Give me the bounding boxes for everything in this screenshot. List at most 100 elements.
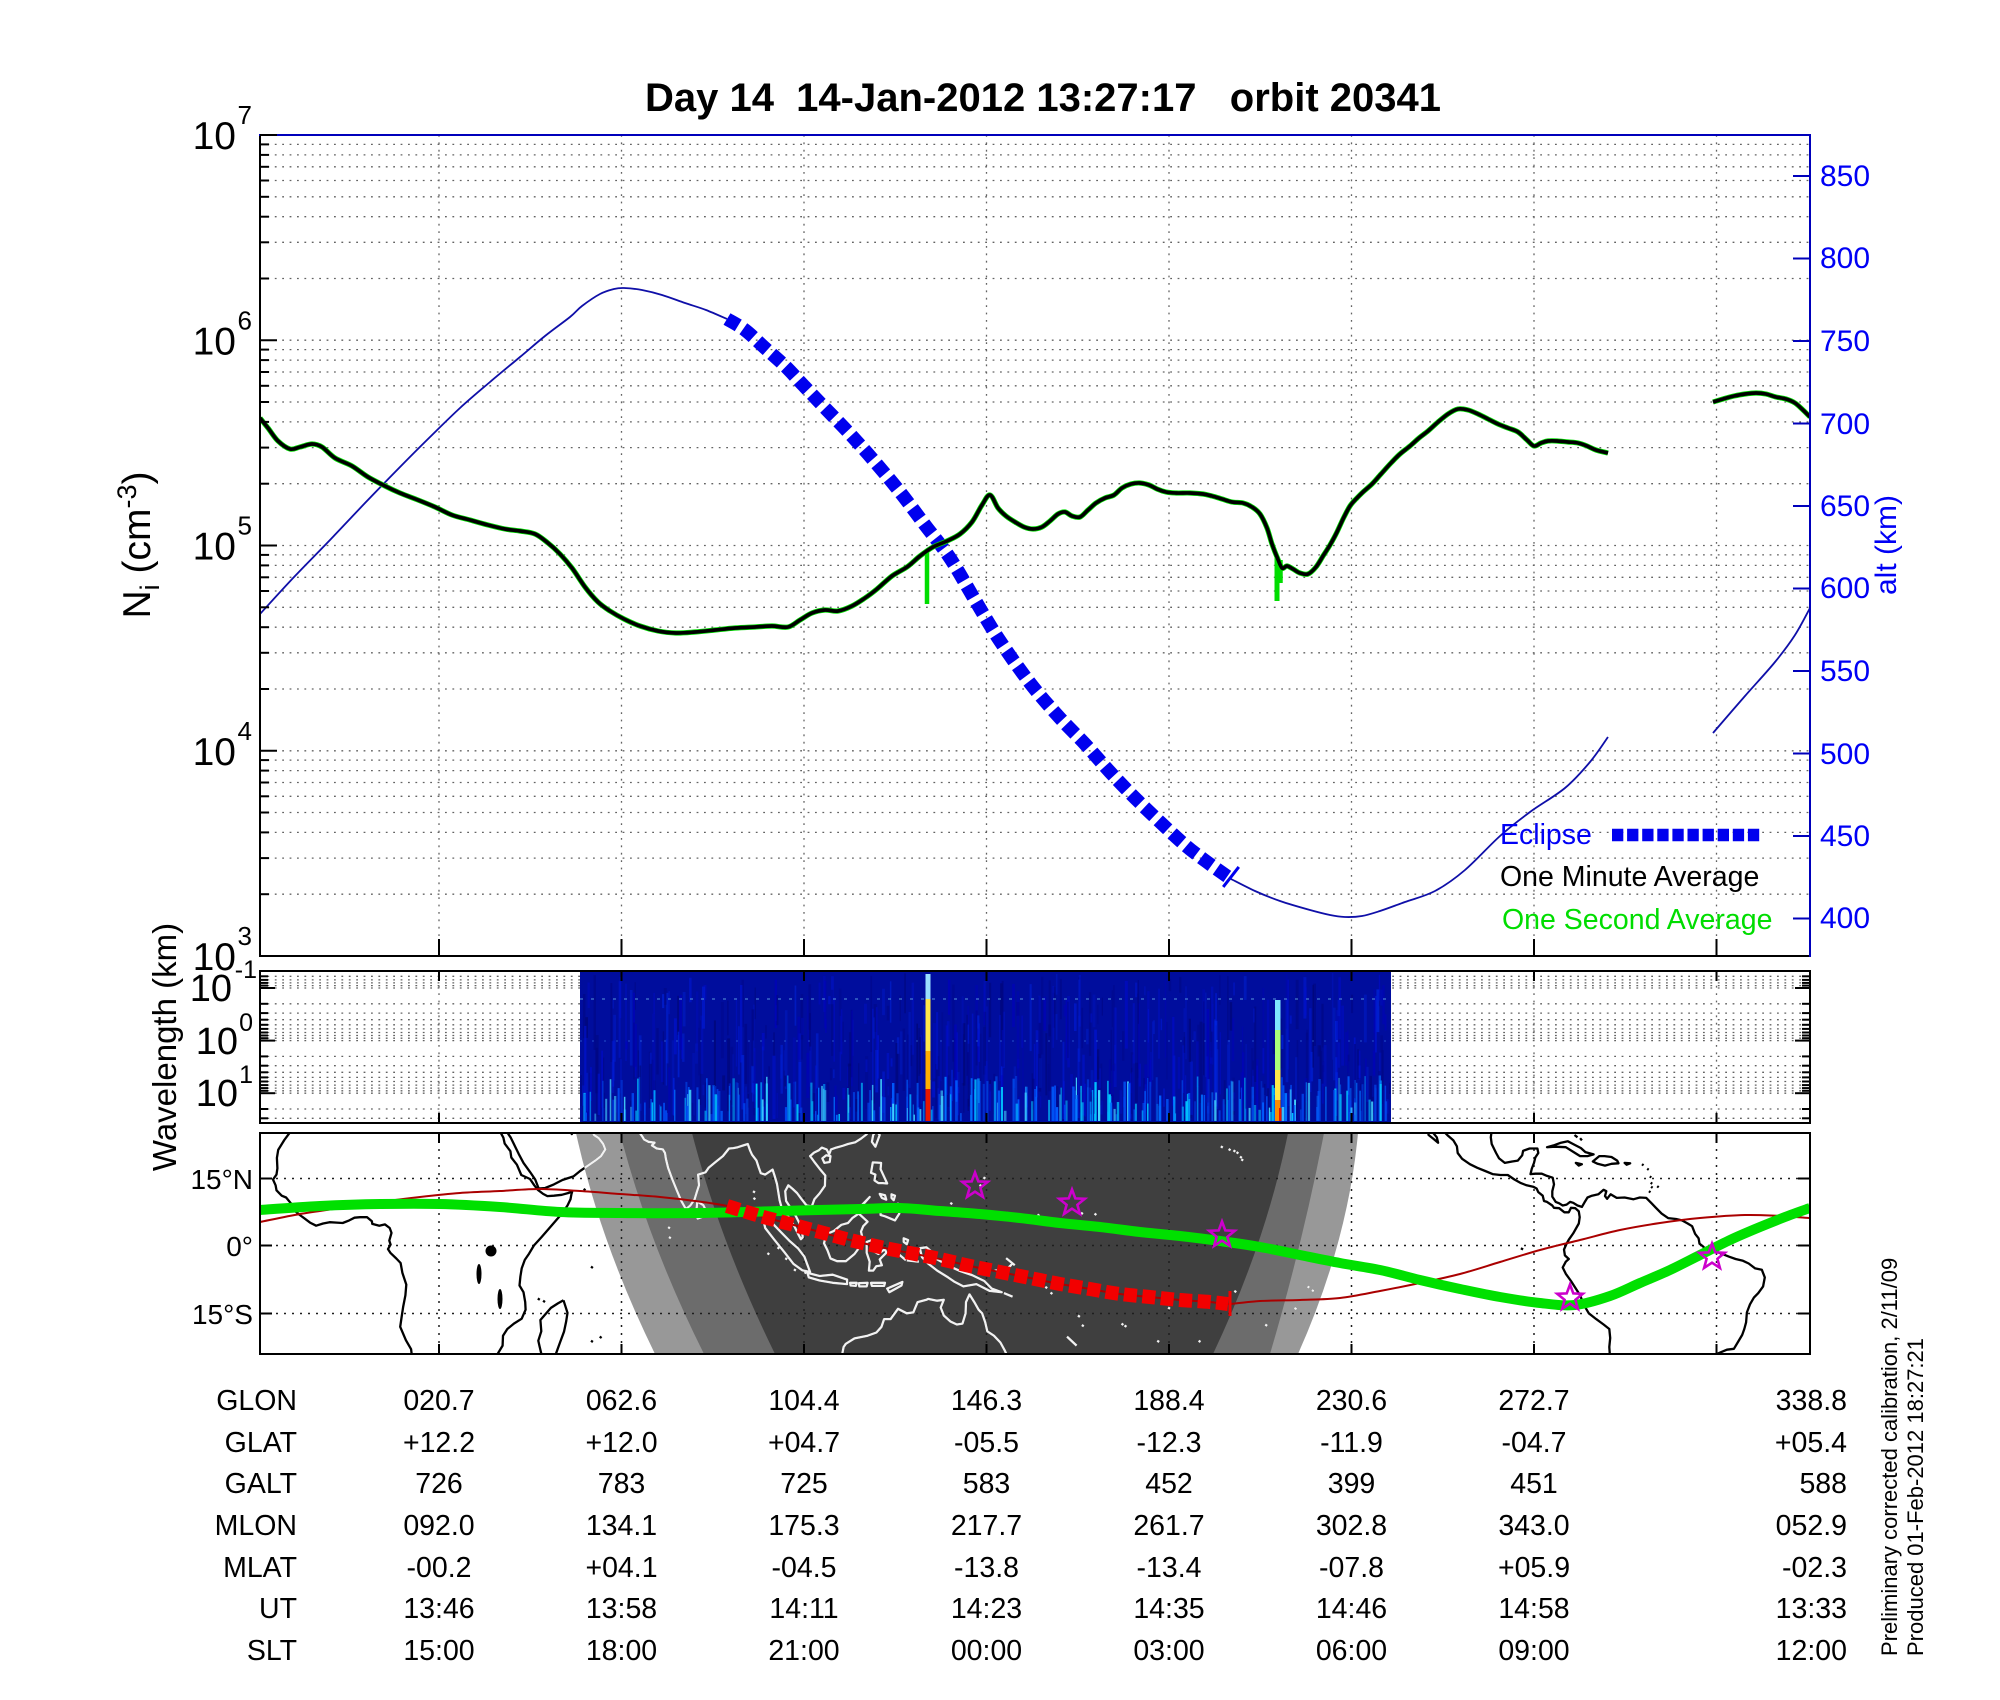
svg-text:399: 399 bbox=[1328, 1468, 1376, 1500]
svg-text:00:00: 00:00 bbox=[951, 1635, 1022, 1667]
svg-text:500: 500 bbox=[1820, 738, 1870, 771]
svg-text:10: 10 bbox=[193, 731, 236, 774]
svg-text:SLT: SLT bbox=[247, 1635, 297, 1667]
svg-text:Eclipse: Eclipse bbox=[1500, 819, 1592, 851]
svg-text:Preliminary corrected calibrat: Preliminary corrected calibration, 2/11/… bbox=[1877, 1258, 1902, 1656]
svg-text:15°S: 15°S bbox=[192, 1299, 253, 1330]
svg-text:10: 10 bbox=[193, 320, 236, 363]
svg-text:-00.2: -00.2 bbox=[407, 1552, 472, 1584]
svg-text:15°N: 15°N bbox=[190, 1164, 253, 1195]
svg-text:10: 10 bbox=[190, 968, 232, 1010]
svg-text:21:00: 21:00 bbox=[768, 1635, 839, 1667]
svg-text:-13.8: -13.8 bbox=[954, 1552, 1019, 1584]
svg-text:-13.4: -13.4 bbox=[1137, 1552, 1202, 1584]
svg-text:650: 650 bbox=[1820, 490, 1870, 523]
svg-text:14:11: 14:11 bbox=[769, 1593, 838, 1625]
svg-text:400: 400 bbox=[1820, 902, 1870, 935]
svg-text:10: 10 bbox=[196, 1021, 238, 1063]
svg-text:450: 450 bbox=[1820, 820, 1870, 853]
svg-text:588: 588 bbox=[1799, 1468, 1847, 1500]
svg-text:1: 1 bbox=[239, 1061, 253, 1089]
svg-text:850: 850 bbox=[1820, 160, 1870, 193]
svg-text:13:46: 13:46 bbox=[403, 1593, 474, 1625]
svg-text:+04.1: +04.1 bbox=[585, 1552, 657, 1584]
svg-text:GLON: GLON bbox=[216, 1385, 297, 1417]
svg-text:14:23: 14:23 bbox=[951, 1593, 1022, 1625]
svg-text:+12.0: +12.0 bbox=[585, 1427, 657, 1459]
svg-text:-1: -1 bbox=[235, 956, 257, 984]
svg-text:700: 700 bbox=[1820, 408, 1870, 441]
svg-text:188.4: 188.4 bbox=[1133, 1385, 1204, 1417]
svg-text:230.6: 230.6 bbox=[1316, 1385, 1387, 1417]
svg-text:Day 14 14-Jan-2012 13:27:17: Day 14 14-Jan-2012 13:27:17 orbit 20341 bbox=[645, 76, 1441, 120]
svg-text:062.6: 062.6 bbox=[586, 1385, 657, 1417]
svg-text:583: 583 bbox=[963, 1468, 1011, 1500]
svg-text:-12.3: -12.3 bbox=[1137, 1427, 1202, 1459]
svg-text:7: 7 bbox=[238, 100, 252, 130]
svg-text:134.1: 134.1 bbox=[586, 1510, 657, 1542]
svg-text:175.3: 175.3 bbox=[768, 1510, 839, 1542]
svg-text:092.0: 092.0 bbox=[403, 1510, 474, 1542]
svg-text:09:00: 09:00 bbox=[1498, 1635, 1569, 1667]
svg-text:104.4: 104.4 bbox=[768, 1385, 839, 1417]
svg-text:800: 800 bbox=[1820, 242, 1870, 275]
svg-text:12:00: 12:00 bbox=[1776, 1635, 1847, 1667]
svg-text:343.0: 343.0 bbox=[1498, 1510, 1569, 1542]
svg-text:+04.7: +04.7 bbox=[768, 1427, 840, 1459]
svg-text:302.8: 302.8 bbox=[1316, 1510, 1387, 1542]
svg-text:18:00: 18:00 bbox=[586, 1635, 657, 1667]
svg-text:MLAT: MLAT bbox=[223, 1552, 297, 1584]
svg-text:-07.8: -07.8 bbox=[1319, 1552, 1384, 1584]
svg-text:GALT: GALT bbox=[225, 1468, 297, 1500]
svg-text:GLAT: GLAT bbox=[225, 1427, 297, 1459]
svg-text:272.7: 272.7 bbox=[1498, 1385, 1569, 1417]
svg-text:451: 451 bbox=[1510, 1468, 1558, 1500]
svg-text:14:58: 14:58 bbox=[1498, 1593, 1569, 1625]
svg-text:261.7: 261.7 bbox=[1133, 1510, 1204, 1542]
svg-text:-11.9: -11.9 bbox=[1320, 1427, 1383, 1459]
svg-text:052.9: 052.9 bbox=[1776, 1510, 1847, 1542]
svg-text:-04.7: -04.7 bbox=[1502, 1427, 1567, 1459]
svg-text:10: 10 bbox=[193, 115, 236, 158]
svg-text:6: 6 bbox=[238, 305, 252, 335]
svg-text:0°: 0° bbox=[226, 1231, 253, 1262]
svg-text:15:00: 15:00 bbox=[403, 1635, 474, 1667]
svg-text:338.8: 338.8 bbox=[1776, 1385, 1847, 1417]
svg-text:5: 5 bbox=[238, 511, 252, 541]
svg-text:-02.3: -02.3 bbox=[1782, 1552, 1847, 1584]
svg-text:MLON: MLON bbox=[215, 1510, 297, 1542]
svg-text:03:00: 03:00 bbox=[1133, 1635, 1204, 1667]
svg-text:146.3: 146.3 bbox=[951, 1385, 1022, 1417]
svg-text:+05.9: +05.9 bbox=[1498, 1552, 1570, 1584]
svg-text:Produced 01-Feb-2012 18:27:21: Produced 01-Feb-2012 18:27:21 bbox=[1903, 1338, 1928, 1656]
svg-text:14:46: 14:46 bbox=[1316, 1593, 1387, 1625]
svg-text:750: 750 bbox=[1820, 325, 1870, 358]
svg-text:452: 452 bbox=[1145, 1468, 1193, 1500]
svg-text:One Second Average: One Second Average bbox=[1502, 904, 1772, 936]
svg-text:UT: UT bbox=[259, 1593, 297, 1625]
svg-text:550: 550 bbox=[1820, 655, 1870, 688]
svg-text:10: 10 bbox=[193, 936, 236, 979]
svg-text:725: 725 bbox=[780, 1468, 828, 1500]
svg-text:alt (km): alt (km) bbox=[1870, 495, 1903, 595]
svg-text:14:35: 14:35 bbox=[1133, 1593, 1204, 1625]
svg-text:4: 4 bbox=[238, 716, 252, 746]
svg-text:13:33: 13:33 bbox=[1776, 1593, 1847, 1625]
svg-text:Wavelength (km): Wavelength (km) bbox=[146, 923, 183, 1171]
svg-text:10: 10 bbox=[193, 526, 236, 569]
svg-text:One Minute Average: One Minute Average bbox=[1500, 861, 1759, 893]
svg-text:-05.5: -05.5 bbox=[954, 1427, 1019, 1459]
svg-text:+12.2: +12.2 bbox=[403, 1427, 475, 1459]
svg-text:3: 3 bbox=[238, 921, 252, 951]
svg-text:783: 783 bbox=[598, 1468, 646, 1500]
svg-text:06:00: 06:00 bbox=[1316, 1635, 1387, 1667]
svg-text:020.7: 020.7 bbox=[403, 1385, 474, 1417]
svg-text:217.7: 217.7 bbox=[951, 1510, 1022, 1542]
svg-text:10: 10 bbox=[196, 1073, 238, 1115]
svg-text:-04.5: -04.5 bbox=[772, 1552, 837, 1584]
svg-text:726: 726 bbox=[415, 1468, 463, 1500]
svg-text:+05.4: +05.4 bbox=[1775, 1427, 1847, 1459]
svg-text:13:58: 13:58 bbox=[586, 1593, 657, 1625]
svg-text:600: 600 bbox=[1820, 572, 1870, 605]
svg-text:0: 0 bbox=[239, 1009, 253, 1037]
